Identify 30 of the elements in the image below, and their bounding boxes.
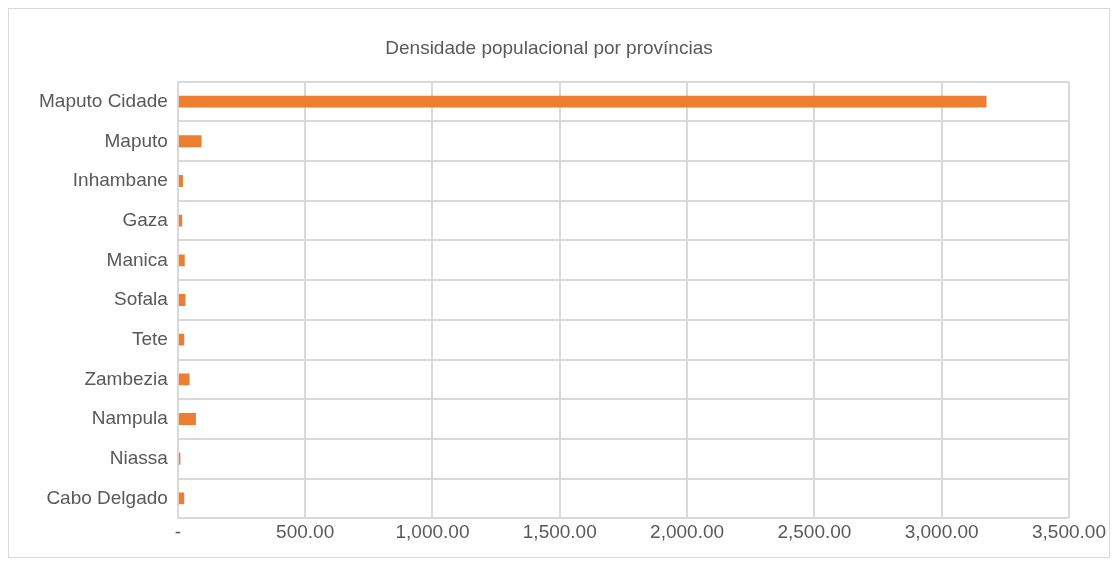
y-tick-label: Manica [106, 248, 169, 270]
chart-title: Densidade populacional por províncias [385, 36, 713, 58]
x-tick-label: - [174, 520, 182, 542]
bar [178, 294, 186, 306]
y-tick-label: Niassa [109, 446, 169, 468]
x-tick-label: 1,000.00 [395, 520, 470, 542]
bar [178, 214, 183, 227]
bar [178, 254, 185, 267]
y-tick-label: Gaza [122, 208, 169, 230]
x-tick-label: 2,000.00 [650, 520, 725, 542]
y-tick-label: Tete [131, 327, 168, 349]
bar [178, 95, 987, 108]
bar [178, 175, 183, 187]
y-tick-label: Sofala [113, 288, 169, 310]
bar [178, 413, 196, 425]
x-tick-label: 500.00 [276, 520, 335, 542]
x-tick-label: 3,500.00 [1032, 520, 1106, 542]
bar [178, 373, 190, 386]
bar [178, 492, 185, 505]
y-tick-label: Inhambane [72, 169, 168, 191]
x-tick-label: 1,500.00 [522, 520, 597, 542]
y-tick-label: Maputo [104, 129, 168, 151]
x-tick-label: 3,000.00 [904, 520, 979, 542]
y-tick-label: Maputo Cidade [38, 89, 168, 111]
bar [178, 135, 202, 148]
bar [178, 333, 185, 346]
y-tick-label: Zambezia [84, 367, 169, 389]
y-tick-label: Nampula [91, 407, 169, 429]
y-tick-label: Cabo Delgado [46, 486, 168, 508]
x-tick-label: 2,500.00 [777, 520, 852, 542]
